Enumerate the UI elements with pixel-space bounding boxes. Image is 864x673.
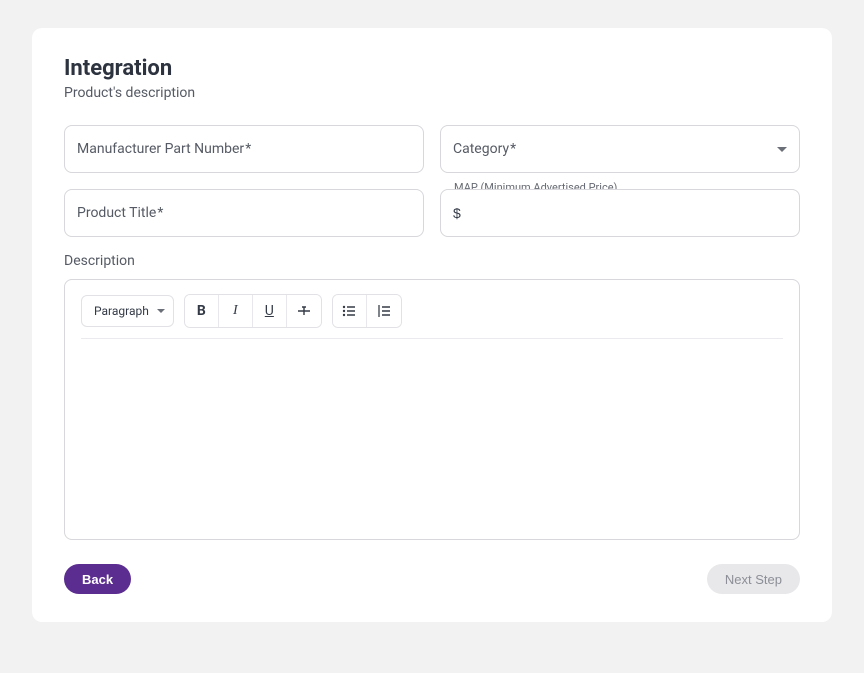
bold-icon: B (197, 303, 206, 319)
numbered-list-icon (376, 303, 392, 319)
paragraph-style-label: Paragraph (94, 304, 149, 318)
product-title-input-wrapper[interactable]: Product Title* (64, 189, 424, 237)
bullet-list-button[interactable] (333, 295, 367, 327)
row-2: Product Title* MAP (Minimum Advertised P… (64, 189, 800, 237)
bold-button[interactable]: B (185, 295, 219, 327)
form-card: Integration Product's description Manufa… (32, 28, 832, 622)
page-title: Integration (64, 56, 800, 81)
strikethrough-icon (296, 303, 312, 319)
mpn-label: Manufacturer Part Number* (77, 141, 251, 157)
paragraph-style-select[interactable]: Paragraph (81, 295, 174, 327)
underline-button[interactable]: U (253, 295, 287, 327)
editor-divider (81, 338, 783, 339)
product-title-label: Product Title* (77, 205, 163, 221)
editor-toolbar: Paragraph B I U (81, 294, 783, 328)
row-1: Manufacturer Part Number* Category* (64, 125, 800, 173)
format-group: B I U (184, 294, 322, 328)
italic-button[interactable]: I (219, 295, 253, 327)
numbered-list-button[interactable] (367, 295, 401, 327)
map-input-wrapper[interactable] (440, 189, 800, 237)
chevron-down-icon (777, 147, 787, 152)
category-label: Category* (453, 141, 516, 157)
category-field: Category* (440, 125, 800, 173)
chevron-down-icon (157, 309, 165, 313)
next-step-button[interactable]: Next Step (707, 564, 800, 594)
map-input[interactable] (453, 205, 787, 221)
mpn-field: Manufacturer Part Number* (64, 125, 424, 173)
back-button[interactable]: Back (64, 564, 131, 594)
page-subtitle: Product's description (64, 85, 800, 101)
rich-text-editor: Paragraph B I U (64, 279, 800, 540)
italic-icon: I (233, 303, 238, 319)
bullet-list-icon (341, 303, 357, 319)
category-select[interactable]: Category* (440, 125, 800, 173)
underline-icon: U (265, 303, 274, 319)
product-title-field: Product Title* (64, 189, 424, 237)
mpn-input-wrapper[interactable]: Manufacturer Part Number* (64, 125, 424, 173)
list-group (332, 294, 402, 328)
strikethrough-button[interactable] (287, 295, 321, 327)
footer: Back Next Step (64, 564, 800, 594)
map-field: MAP (Minimum Advertised Price) (440, 189, 800, 237)
description-label: Description (64, 253, 800, 269)
editor-body[interactable] (81, 343, 783, 523)
